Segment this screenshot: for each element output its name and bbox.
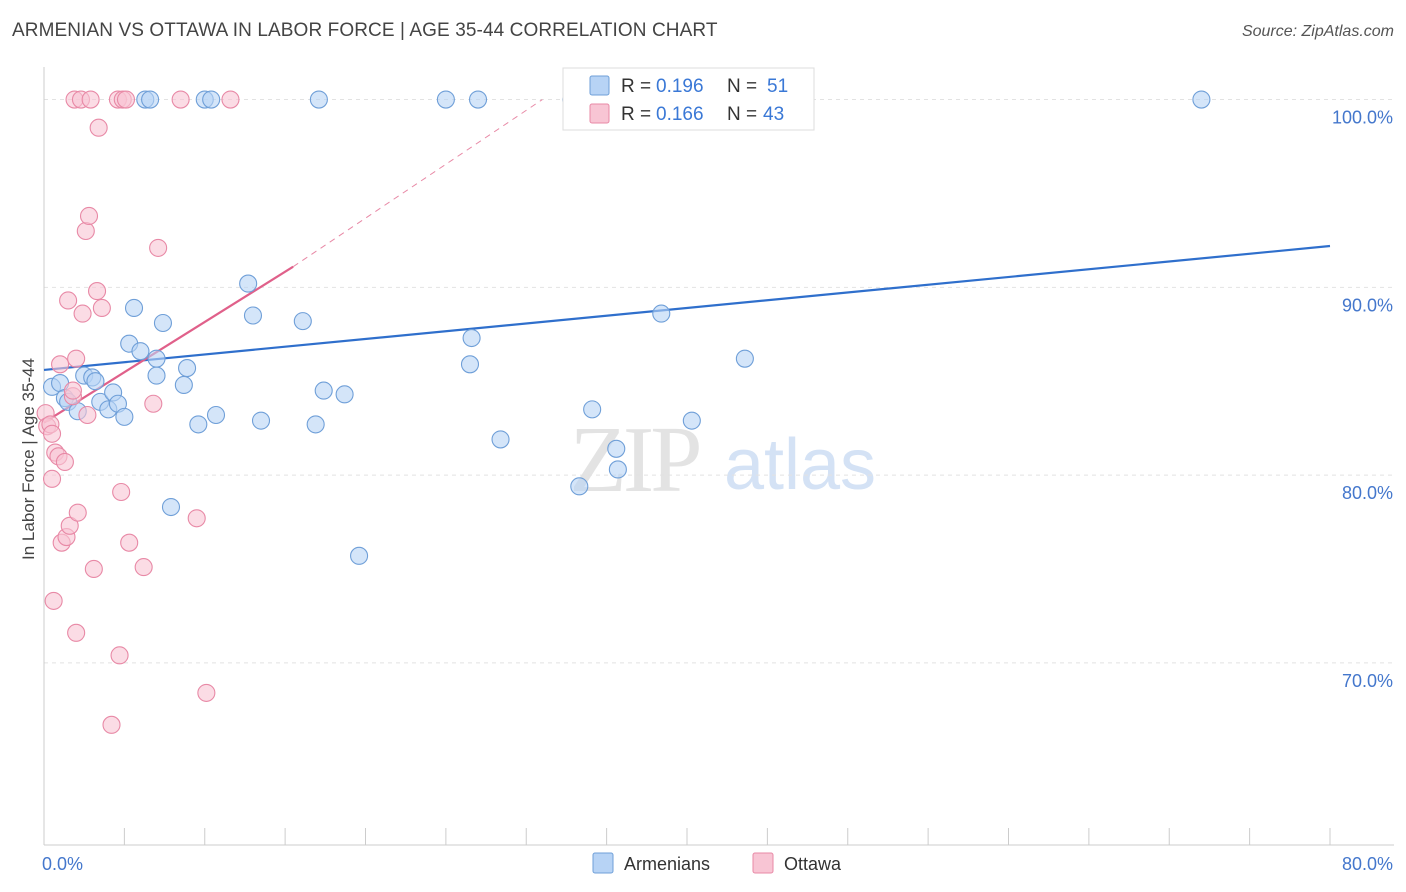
armenians-point [351,547,368,564]
legend-r-label-1: R = [621,76,651,97]
legend-n-label-2: N = [727,104,757,125]
armenians-point [437,91,454,108]
legend-r-value-2: 0.166 [656,104,704,125]
ottawa-point [198,684,215,701]
ottawa-point [85,560,102,577]
legend-r-label-2: R = [621,104,651,125]
armenians-point [294,313,311,330]
ottawa-point [117,91,134,108]
bottom-legend-swatch-armenians [593,853,613,873]
trend-lines [44,100,1330,423]
ottawa-point [145,395,162,412]
ottawa-point [113,483,130,500]
ottawa-point [103,716,120,733]
watermark-atlas: atlas [724,425,876,505]
x-tick-label: 0.0% [42,854,83,874]
ottawa-point [45,592,62,609]
armenians-point [154,315,171,332]
armenians-point [116,408,133,425]
armenians-point [463,330,480,347]
y-tick-label: 100.0% [1332,108,1393,128]
armenians-point [470,91,487,108]
y-tick-label: 70.0% [1342,671,1393,691]
bottom-legend-label-armenians: Armenians [624,854,710,874]
ottawa-point [121,534,138,551]
armenians-point [310,91,327,108]
ottawa-point [56,453,73,470]
armenians-point [683,412,700,429]
bottom-legend: Armenians Ottawa [593,853,842,874]
armenians-point [203,91,220,108]
ottawa-point [69,504,86,521]
armenians-point [148,350,165,367]
armenians-point [175,376,192,393]
ottawa-point [60,292,77,309]
armenians-point [208,407,225,424]
armenians-point [132,343,149,360]
armenians-point [736,350,753,367]
armenians-point [336,386,353,403]
gridlines [44,100,1394,663]
armenians-trend-line [44,246,1330,370]
ottawa-point [77,222,94,239]
armenians-point [584,401,601,418]
ottawa-point [52,356,69,373]
ottawa-point [172,91,189,108]
armenians-point [608,440,625,457]
ottawa-point [222,91,239,108]
armenians-point [461,356,478,373]
y-tick-label: 90.0% [1342,295,1393,315]
armenians-point [190,416,207,433]
armenians-point [162,499,179,516]
ottawa-point [82,91,99,108]
ottawa-point [79,407,96,424]
y-tick-label: 80.0% [1342,483,1393,503]
ottawa-point [64,382,81,399]
armenians-point [653,305,670,322]
armenians-point [87,373,104,390]
ottawa-point [111,647,128,664]
legend-n-label-1: N = [727,76,757,97]
legend-n-value-1: 51 [767,76,788,97]
ottawa-point [188,510,205,527]
ottawa-point [74,305,91,322]
armenians-point [1193,91,1210,108]
armenians-point [315,382,332,399]
y-axis-label: In Labor Force | Age 35-44 [19,358,38,560]
ottawa-point [81,207,98,224]
ottawa-point [68,350,85,367]
legend-swatch-ottawa [590,104,609,123]
ottawa-point [93,299,110,316]
armenians-point [126,299,143,316]
ottawa-point [90,119,107,136]
ottawa-point [135,559,152,576]
legend-swatch-armenians [590,76,609,95]
chart-canvas: ZIP atlas 70.0% 80.0% 90.0% 100.0% 0.0% 80.0%… [0,0,1406,892]
armenians-point [240,275,257,292]
ottawa-trend-extension [293,100,542,267]
armenians-point [253,412,270,429]
bottom-legend-swatch-ottawa [753,853,773,873]
ottawa-point [150,239,167,256]
legend-r-value-1: 0.196 [656,76,704,97]
armenians-point [307,416,324,433]
bottom-legend-label-ottawa: Ottawa [784,854,842,874]
armenians-point [571,478,588,495]
armenians-point [142,91,159,108]
armenians-point [492,431,509,448]
watermark-zip: ZIP [570,408,700,512]
armenians-point [179,360,196,377]
axes: 70.0% 80.0% 90.0% 100.0% 0.0% 80.0% [42,67,1394,874]
legend-box: R = 0.196 N = 51 R = 0.166 N = 43 [563,68,814,130]
ottawa-point [44,425,61,442]
armenians-point [244,307,261,324]
ottawa-point [89,283,106,300]
ottawa-point [44,470,61,487]
armenians-point [148,367,165,384]
legend-n-value-2: 43 [763,104,784,125]
ottawa-point [68,624,85,641]
armenians-point [609,461,626,478]
x-tick-label: 80.0% [1342,854,1393,874]
